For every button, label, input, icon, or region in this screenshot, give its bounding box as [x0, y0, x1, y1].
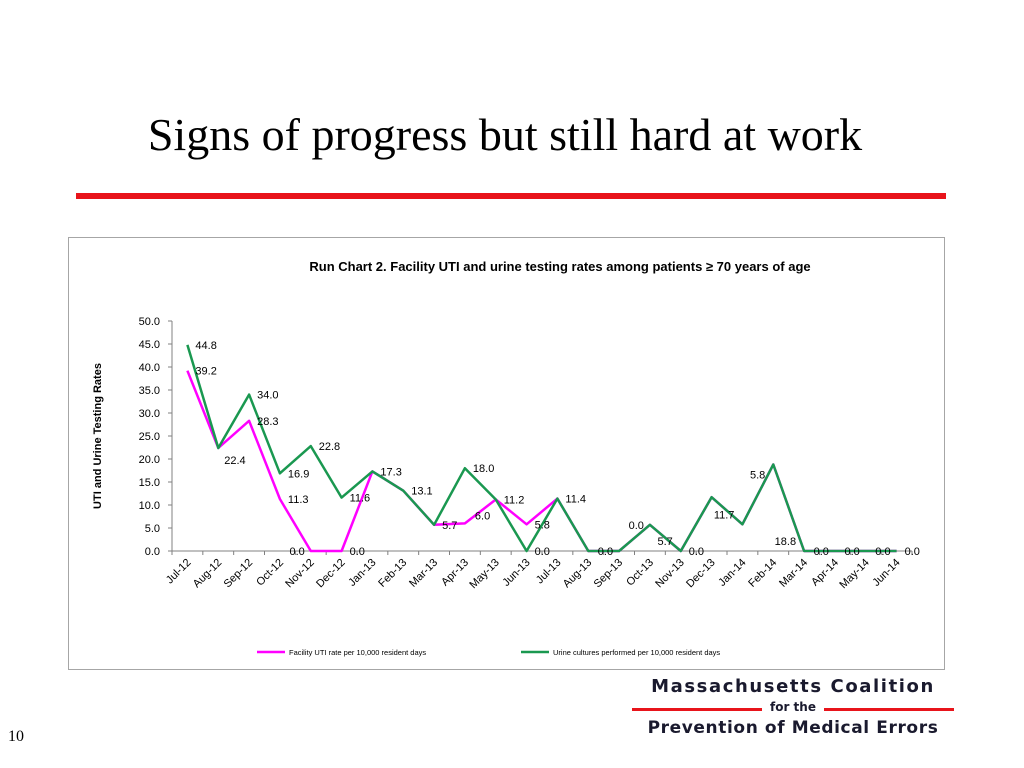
- x-tick-label: May-13: [467, 557, 501, 591]
- x-tick-label: Jun-14: [870, 557, 902, 589]
- x-tick-label: Apr-14: [809, 557, 841, 589]
- logo-bar-right: [824, 708, 954, 711]
- data-label: 44.8: [195, 340, 216, 352]
- x-tick-label: Oct-12: [254, 557, 286, 589]
- coalition-logo: Massachusetts Coalition for the Preventi…: [630, 676, 956, 742]
- x-tick-label: Nov-12: [283, 557, 317, 591]
- y-tick-label: 15.0: [139, 477, 160, 489]
- data-label: 5.8: [750, 470, 765, 482]
- slide-title: Signs of progress but still hard at work: [147, 109, 863, 160]
- data-label: 5.7: [657, 536, 672, 548]
- data-label: 22.8: [319, 441, 340, 453]
- x-tick-label: Aug-12: [191, 557, 225, 591]
- x-tick-label: Mar-14: [777, 557, 810, 590]
- data-label: 18.0: [473, 463, 494, 475]
- legend-entry: Urine cultures performed per 10,000 resi…: [553, 648, 720, 657]
- logo-for-the: for the: [770, 700, 816, 714]
- data-label: 13.1: [411, 486, 432, 498]
- data-label: 0.0: [814, 546, 829, 558]
- y-axis-label: UTI and Urine Testing Rates: [92, 363, 104, 509]
- data-label: 5.8: [535, 519, 550, 531]
- data-label: 11.2: [504, 494, 525, 506]
- x-tick-label: Jan-13: [346, 557, 378, 589]
- y-tick-label: 45.0: [139, 339, 160, 351]
- data-label: 0.0: [598, 546, 613, 558]
- logo-bar-left: [632, 708, 762, 711]
- data-label: 0.0: [844, 546, 859, 558]
- x-tick-label: Jul-12: [164, 557, 194, 587]
- data-label: 11.7: [714, 509, 735, 521]
- series-line-urine-cultures: [186, 344, 897, 553]
- data-label: 34.0: [257, 390, 278, 402]
- title-divider: [76, 193, 946, 199]
- data-label: 6.0: [475, 510, 490, 522]
- y-tick-label: 0.0: [145, 546, 160, 558]
- y-tick-label: 5.0: [145, 523, 160, 535]
- x-tick-label: Jan-14: [716, 557, 748, 589]
- data-label: 22.4: [224, 455, 245, 467]
- x-tick-label: Mar-13: [407, 557, 440, 590]
- data-label: 0.0: [875, 546, 890, 558]
- logo-line-1: Massachusetts Coalition: [651, 676, 935, 697]
- y-tick-label: 35.0: [139, 385, 160, 397]
- legend-entry: Facility UTI rate per 10,000 resident da…: [289, 648, 426, 657]
- data-label: 0.0: [905, 546, 920, 558]
- y-tick-label: 25.0: [139, 431, 160, 443]
- logo-line-2: for the: [630, 700, 956, 716]
- x-tick-label: Sep-12: [222, 557, 256, 591]
- x-tick-label: Jul-13: [534, 557, 564, 587]
- x-tick-label: Oct-13: [624, 557, 656, 589]
- data-label: 28.3: [257, 416, 278, 428]
- data-label: 0.0: [289, 546, 304, 558]
- data-label: 0.0: [535, 546, 550, 558]
- x-tick-label: May-14: [837, 557, 871, 591]
- run-chart: Run Chart 2. Facility UTI and urine test…: [92, 259, 920, 657]
- y-tick-label: 10.0: [139, 500, 160, 512]
- x-tick-label: Sep-13: [592, 557, 626, 591]
- x-tick-label: Feb-13: [376, 557, 409, 590]
- data-label: 5.7: [442, 520, 457, 532]
- data-label: 0.0: [629, 520, 644, 532]
- data-label: 39.2: [195, 366, 216, 378]
- data-label: 0.0: [350, 546, 365, 558]
- page-number: 10: [8, 728, 24, 745]
- x-tick-label: Dec-12: [314, 557, 348, 591]
- data-label: 17.3: [380, 466, 401, 478]
- data-label: 11.3: [288, 494, 309, 506]
- x-tick-label: Feb-14: [746, 557, 779, 590]
- data-label: 11.6: [350, 493, 371, 505]
- chart-frame: Run Chart 2. Facility UTI and urine test…: [68, 237, 945, 670]
- logo-line-3: Prevention of Medical Errors: [647, 718, 939, 738]
- y-tick-label: 20.0: [139, 454, 160, 466]
- x-tick-label: Aug-13: [561, 557, 595, 591]
- chart-title: Run Chart 2. Facility UTI and urine test…: [309, 259, 810, 274]
- x-tick-label: Dec-13: [684, 557, 718, 591]
- x-tick-label: Nov-13: [653, 557, 687, 591]
- data-label: 11.4: [565, 494, 586, 506]
- x-tick-label: Apr-13: [439, 557, 471, 589]
- x-tick-label: Jun-13: [500, 557, 532, 589]
- y-tick-label: 30.0: [139, 408, 160, 420]
- data-label: 18.8: [775, 536, 796, 548]
- data-label: 16.9: [288, 468, 309, 480]
- y-tick-label: 50.0: [139, 316, 160, 328]
- y-tick-label: 40.0: [139, 362, 160, 374]
- data-label: 0.0: [689, 546, 704, 558]
